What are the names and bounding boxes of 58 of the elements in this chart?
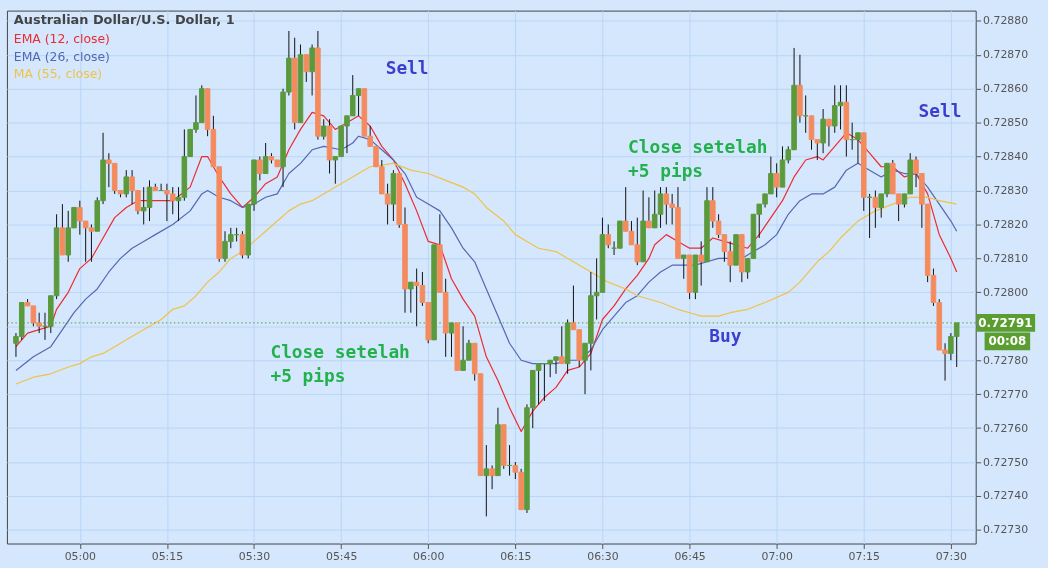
annotation: Buy bbox=[709, 325, 742, 347]
annotation: Sell bbox=[385, 57, 429, 78]
x-tick-label: 06:30 bbox=[587, 549, 619, 563]
y-tick-label: 0.72800 bbox=[983, 285, 1029, 299]
candlestick bbox=[448, 322, 455, 358]
y-tick-label: 0.72820 bbox=[983, 217, 1029, 231]
y-tick-label: 0.72730 bbox=[983, 523, 1029, 537]
y-tick-label: 0.72880 bbox=[983, 14, 1029, 28]
y-tick-label: 0.72830 bbox=[983, 183, 1029, 197]
candlestick bbox=[262, 142, 269, 175]
y-tick-label: 0.72810 bbox=[983, 251, 1029, 265]
y-tick-label: 0.72850 bbox=[983, 116, 1029, 130]
chart-title: Australian Dollar/U.S. Dollar, 1 bbox=[13, 12, 235, 28]
y-tick-label: 0.72860 bbox=[983, 82, 1029, 96]
candlestick bbox=[483, 444, 490, 517]
candlestick bbox=[320, 118, 327, 141]
candlestick bbox=[820, 108, 826, 154]
y-tick-label: 0.72750 bbox=[983, 455, 1029, 469]
candlestick bbox=[605, 223, 612, 249]
candlestick bbox=[646, 196, 652, 229]
x-tick-label: 05:00 bbox=[64, 549, 97, 563]
x-tick-label: 07:15 bbox=[848, 549, 880, 563]
y-tick-label: 0.72770 bbox=[983, 387, 1029, 401]
candlestick bbox=[872, 190, 879, 229]
candlestick bbox=[303, 54, 310, 83]
candlestick bbox=[239, 230, 246, 259]
x-tick-label: 05:15 bbox=[151, 549, 184, 563]
x-tick-label: 06:00 bbox=[413, 549, 445, 563]
x-tick-label: 05:30 bbox=[238, 549, 271, 563]
annotation: Close setelah +5 pips bbox=[270, 341, 410, 387]
ref-line-label: 0.72791 bbox=[978, 315, 1033, 330]
candlestick bbox=[408, 281, 414, 314]
candlestick bbox=[826, 118, 832, 147]
text: MA (55, close) bbox=[13, 66, 103, 81]
candlestick bbox=[698, 240, 704, 287]
x-tick-label: 06:45 bbox=[674, 549, 706, 563]
x-tick-label: 07:00 bbox=[761, 549, 793, 563]
line-series bbox=[15, 162, 958, 385]
x-tick-label: 07:30 bbox=[935, 549, 968, 563]
y-tick-label: 0.72870 bbox=[983, 48, 1029, 62]
text: 00:08 bbox=[988, 334, 1027, 349]
y-tick-label: 0.72740 bbox=[983, 489, 1029, 503]
y-tick-label: 0.72840 bbox=[983, 150, 1029, 164]
text: EMA (12, close) bbox=[13, 32, 110, 47]
candlestick bbox=[123, 169, 130, 198]
candlestick bbox=[489, 464, 495, 490]
candlestick bbox=[257, 156, 263, 181]
y-tick-label: 0.72760 bbox=[983, 421, 1029, 435]
candlestick bbox=[559, 325, 565, 365]
x-tick-label: 06:15 bbox=[500, 549, 532, 563]
candlestick bbox=[773, 162, 780, 198]
annotation: Sell bbox=[918, 99, 962, 121]
text: EMA (26, close) bbox=[13, 49, 110, 64]
x-tick-label: 05:45 bbox=[325, 549, 358, 563]
annotation: Close setelah +5 pips bbox=[628, 136, 768, 182]
candlestick bbox=[309, 44, 315, 96]
candlestick bbox=[680, 254, 687, 280]
y-tick-label: 0.72780 bbox=[983, 353, 1029, 367]
